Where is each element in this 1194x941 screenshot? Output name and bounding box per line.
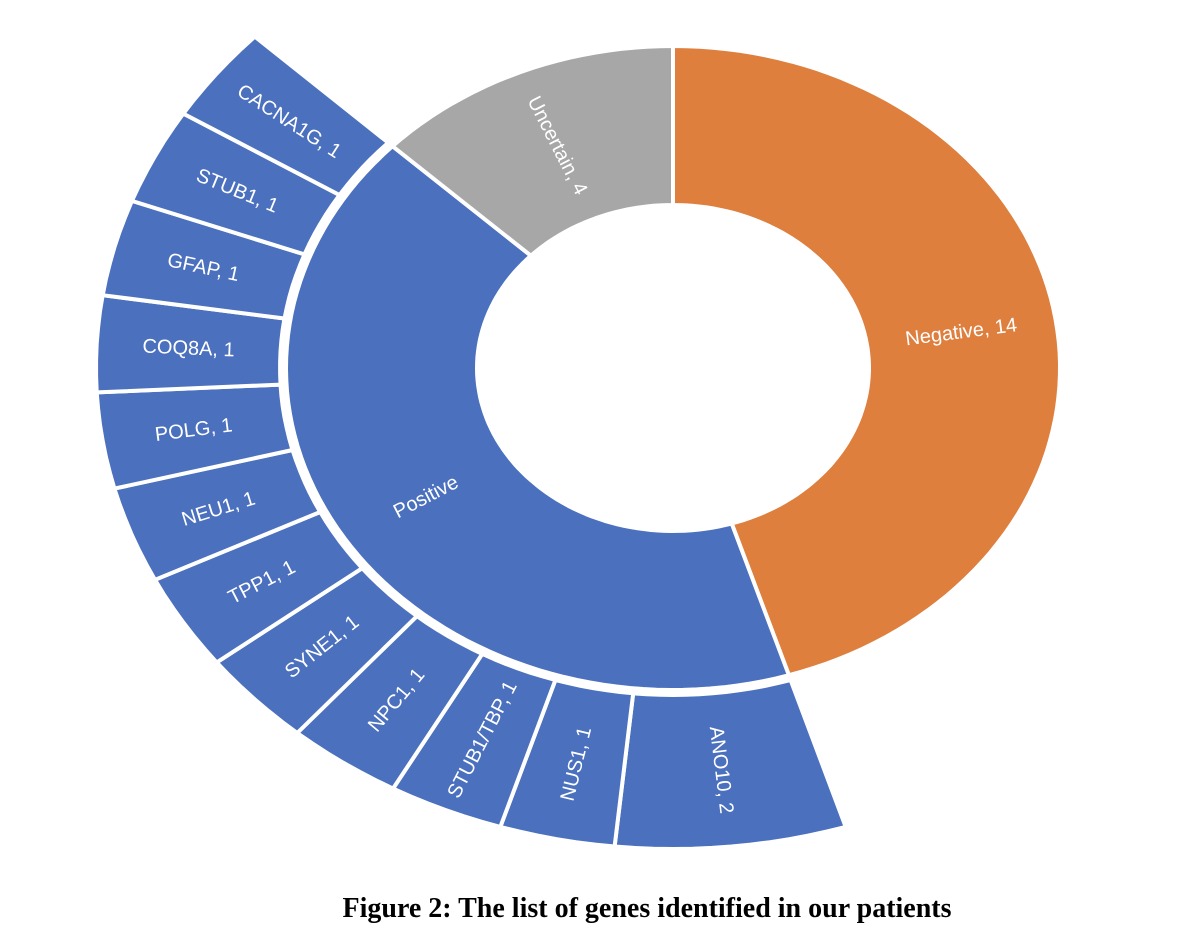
figure-caption: Figure 2: The list of genes identified i… — [342, 893, 952, 924]
segment-uncertain — [390, 44, 675, 258]
segment-cacna1g — [181, 34, 391, 197]
label-coq8a: COQ8A, 1 — [142, 336, 235, 362]
